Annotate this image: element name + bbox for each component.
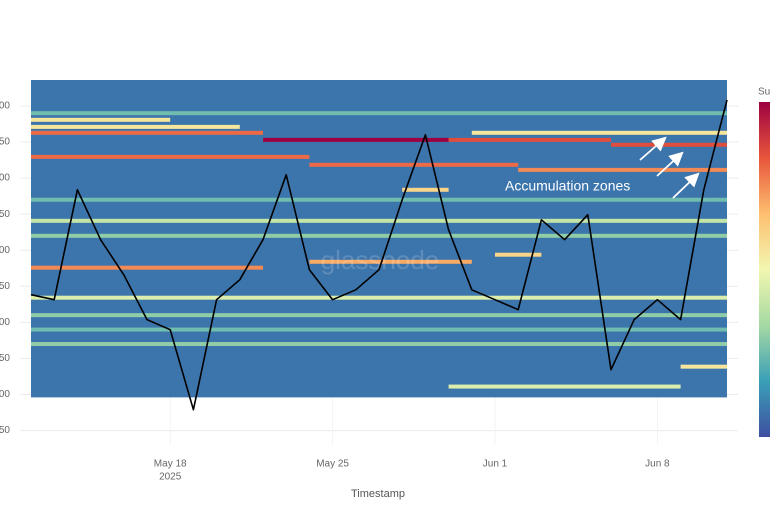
heatmap-band xyxy=(309,162,519,167)
y-tick-label: 00 xyxy=(0,173,10,184)
heatmap-band xyxy=(448,384,681,389)
heatmap-band xyxy=(263,137,449,142)
y-tick-label: 00 xyxy=(0,245,10,256)
watermark: glassnode xyxy=(321,245,440,275)
annotation: Accumulation zones xyxy=(505,178,630,194)
heatmap-band xyxy=(448,137,611,142)
y-tick-label: 50 xyxy=(0,281,10,292)
heatmap-band xyxy=(31,342,727,347)
x-tick-label: May 25 xyxy=(316,459,349,470)
heatmap-band xyxy=(31,218,727,223)
x-axis-title: Timestamp xyxy=(351,488,405,500)
heatmap-band xyxy=(402,187,449,192)
x-tick-label: May 18 xyxy=(154,459,187,470)
x-tick-label: Jun 1 xyxy=(483,459,508,470)
y-tick-label: 00 xyxy=(0,101,10,112)
arrow xyxy=(639,136,667,161)
heatmap-band xyxy=(309,259,472,264)
heatmap-band xyxy=(31,130,263,135)
heatmap-band xyxy=(31,327,727,332)
heatmap-band xyxy=(31,233,727,238)
heatmap-band xyxy=(611,142,727,147)
heatmap-band xyxy=(495,252,542,257)
heatmap-band xyxy=(31,117,171,122)
colorbar xyxy=(759,102,770,437)
y-tick-label: 50 xyxy=(0,425,10,436)
arrow xyxy=(656,151,684,177)
x-tick-label: Jun 8 xyxy=(645,459,670,470)
heatmap-band xyxy=(471,130,727,135)
arrow xyxy=(672,172,700,199)
heatmap-band xyxy=(31,265,263,270)
y-tick-label: 50 xyxy=(0,353,10,364)
heatmap-band xyxy=(31,154,310,159)
y-tick-label: 50 xyxy=(0,209,10,220)
heatmap-band xyxy=(31,313,727,318)
y-tick-label: 50 xyxy=(0,137,10,148)
heatmap-band xyxy=(31,197,727,202)
annotation-arrows xyxy=(639,136,700,199)
y-tick-label: 00 xyxy=(0,389,10,400)
heatmap-band xyxy=(31,111,727,116)
heatmap-band xyxy=(518,167,727,172)
price-line xyxy=(30,99,728,411)
y-tick-label: 00 xyxy=(0,317,10,328)
colorbar-title: Su xyxy=(758,87,770,98)
heatmap-band xyxy=(31,295,727,300)
x-year-label: 2025 xyxy=(159,472,182,483)
heatmap-band xyxy=(680,364,727,369)
heatmap-band xyxy=(31,124,240,129)
